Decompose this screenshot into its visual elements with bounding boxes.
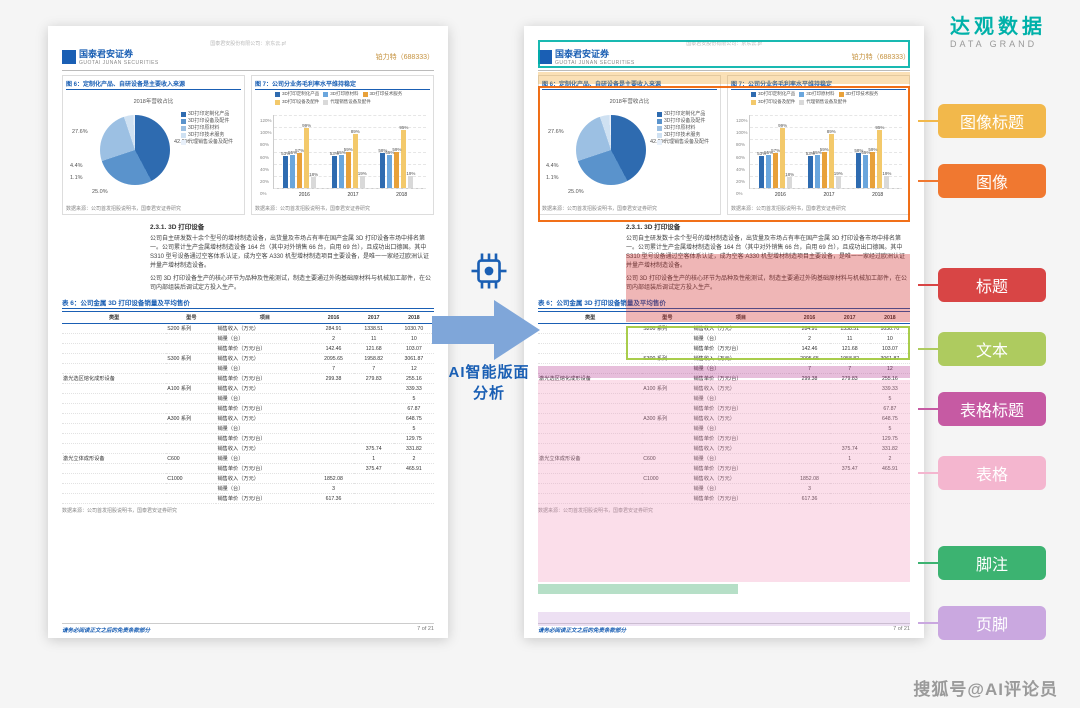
overlay-footnote: [538, 584, 738, 594]
logo-text: 国泰君安证券: [79, 47, 159, 60]
figure-6: 图 6：定制化产品、自研设备是主要收入来源 2018年营收占比42.2%27.6…: [62, 75, 245, 215]
brand-name-cn: 达观数据: [950, 10, 1046, 39]
category-tag: 文本: [918, 332, 1046, 366]
original-document-page: 国泰君安股份有限公司：京东云.pf 国泰君安证券 GUOTAI JUNAN SE…: [48, 26, 448, 638]
file-hint: 国泰君安股份有限公司：京东云.pf: [62, 40, 434, 47]
arrow-icon: [432, 298, 542, 362]
figure-7-source: 数据来源：公司首发招股说明书，国泰君安证券研究: [255, 205, 430, 212]
overlay-fig_title: [538, 72, 910, 84]
figure-7-title: 图 7：公司分业务毛利率水平维持稳定: [255, 79, 430, 90]
stock-code: 铂力特（688333）: [376, 52, 434, 62]
chip-icon: [468, 250, 510, 292]
table-footnote: 数据来源：公司首发招股说明书，国泰君安证券研究: [62, 507, 434, 514]
page-footer: 请务必阅读正文之后的免责条款部分 7 of 21: [62, 623, 434, 634]
footer-disclaimer: 请务必阅读正文之后的免责条款部分: [62, 626, 150, 634]
overlay-table: [538, 380, 910, 582]
watermark: 搜狐号@AI评论员: [913, 675, 1058, 700]
category-tag: 表格标题: [918, 392, 1046, 426]
figure-6-title: 图 6：定制化产品、自研设备是主要收入来源: [66, 79, 241, 90]
figure-6-source: 数据来源：公司首发招股说明书，国泰君安证券研究: [66, 205, 241, 212]
figure-7: 图 7：公司分业务毛利率水平维持稳定 3D打印定制化产品3D打印原材料3D打印技…: [251, 75, 434, 215]
ai-analysis-indicator: AI智能版面分析: [444, 250, 534, 403]
table-title: 表 6：公司金属 3D 打印设备销量及平均售价: [62, 297, 434, 309]
brand-logo: 达观数据 DATA GRAND: [950, 10, 1046, 49]
doc-header: 国泰君安证券 GUOTAI JUNAN SECURITIES 铂力特（68833…: [62, 47, 434, 71]
paragraph-2: 公司 3D 打印设备生产的核心环节为品种及性能测试，制造主要通过外购基础原材料与…: [150, 275, 434, 293]
footer-page-number: 7 of 21: [417, 626, 434, 634]
company-logo: 国泰君安证券 GUOTAI JUNAN SECURITIES: [62, 47, 159, 66]
charts-row: 图 6：定制化产品、自研设备是主要收入来源 2018年营收占比42.2%27.6…: [62, 75, 434, 215]
paragraph-1: 公司自主研发数十余个型号的增材制造设备，出货量及市场占有率在国产金属 3D 打印…: [150, 235, 434, 271]
category-tag: 页脚: [918, 606, 1046, 640]
overlay-footer: [538, 612, 910, 626]
overlay-header: [538, 40, 910, 68]
brand-name-en: DATA GRAND: [950, 39, 1046, 49]
overlay-tbl_title: [538, 366, 910, 378]
logo-subtext: GUOTAI JUNAN SECURITIES: [79, 60, 159, 66]
category-tag: 表格: [918, 456, 1046, 490]
overlay-text: [626, 326, 910, 360]
overlay-image: [538, 86, 910, 222]
category-tag: 图像: [918, 164, 1046, 198]
category-tag: 图像标题: [918, 104, 1046, 138]
data-table: 类型型号项目201620172018S200 系列销售收入（万元）284.911…: [62, 311, 434, 504]
ai-label: AI智能版面分析: [444, 361, 534, 403]
logo-icon: [62, 50, 76, 64]
category-tag: 标题: [918, 268, 1046, 302]
overlay-heading: [626, 254, 910, 322]
section-heading: 2.3.1. 3D 打印设备: [150, 221, 434, 231]
category-tag: 脚注: [918, 546, 1046, 580]
